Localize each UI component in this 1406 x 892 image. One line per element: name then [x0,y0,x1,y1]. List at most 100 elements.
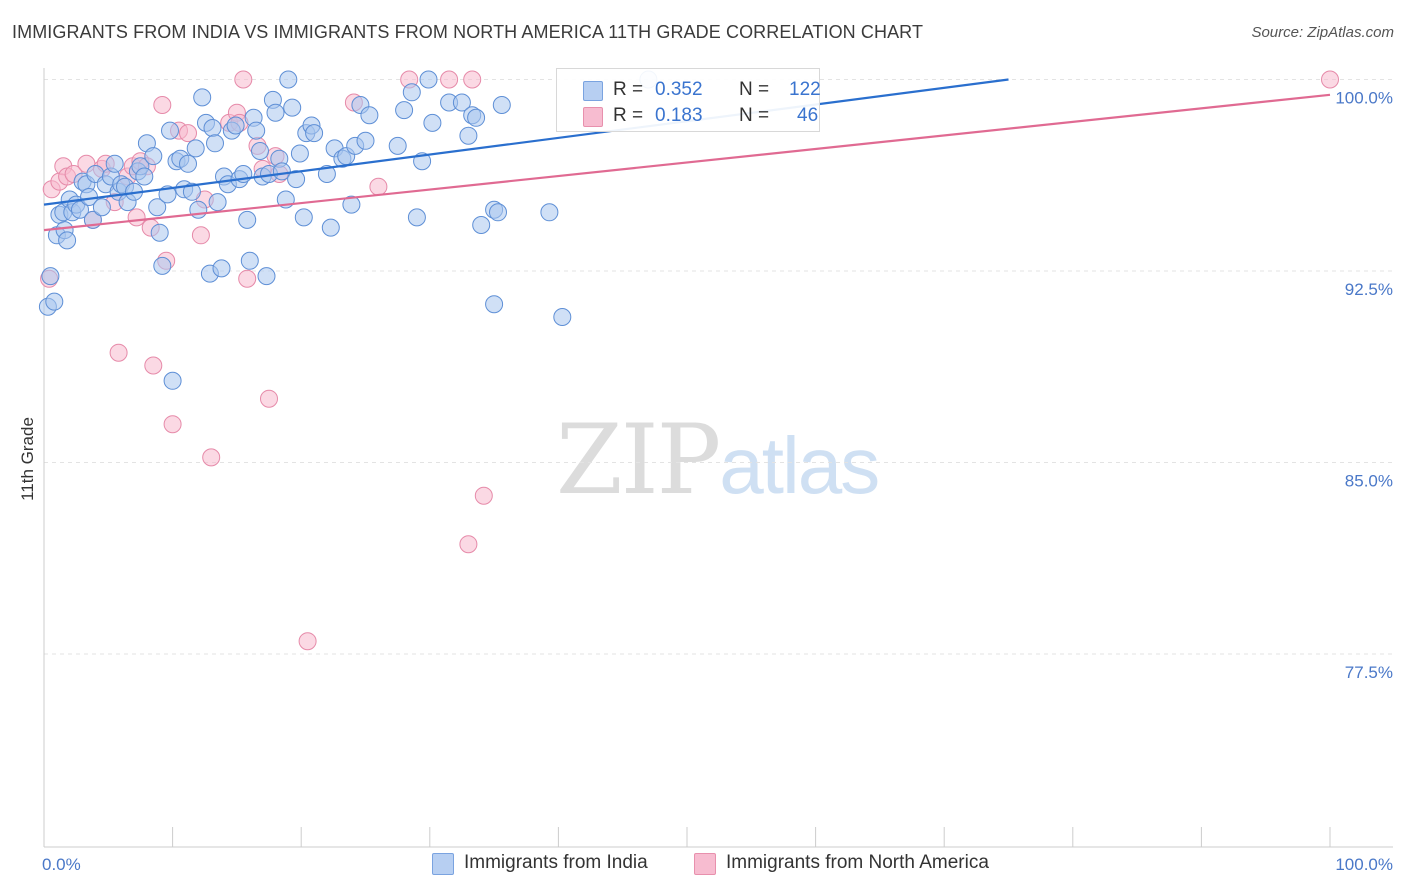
stats-n-label: N = [739,105,770,126]
data-point-india [452,93,471,112]
x-tick-label-max: 100.0% [1335,855,1393,874]
data-point-india [238,210,257,229]
data-point-india [161,121,179,140]
legend-swatch-india [432,853,454,875]
data-point-india [553,308,572,326]
data-point-india [272,162,291,181]
stats-r-value-india: 0.352 [655,79,703,100]
data-point-india [459,126,478,145]
chart-title: IMMIGRANTS FROM INDIA VS IMMIGRANTS FROM… [12,22,924,42]
data-point-india [356,131,375,150]
data-point-india [402,83,421,102]
data-point-india [203,119,222,137]
stats-r-label: R = [613,105,644,126]
data-point-north-america [179,124,197,143]
data-point-north-america [298,632,317,651]
trend-line-north-america [43,93,1331,232]
data-point-india [321,218,340,237]
data-point-india [150,223,169,242]
data-point-north-america [163,415,182,434]
data-point-north-america [369,177,388,196]
data-point-india [419,70,438,89]
y-tick-label: 92.5% [1345,280,1393,299]
data-point-india [257,267,276,286]
data-point-india [182,182,201,201]
data-point-india [492,96,511,114]
data-point-north-america [234,70,253,89]
data-point-north-america [260,389,278,408]
data-point-india [290,144,309,163]
data-point-india [135,167,154,186]
stats-n-label: N = [739,79,770,100]
y-tick-label: 85.0% [1345,472,1393,491]
x-tick-label-min: 0.0% [42,855,81,874]
data-point-india [240,251,259,270]
data-point-india [294,208,313,227]
data-point-india [92,198,111,217]
data-point-india [388,136,407,155]
stats-legend: R = 0.352 N = 122 R = 0.183 N = 46 [556,68,821,132]
data-point-india [489,203,507,222]
data-point-india [163,371,182,390]
data-point-india [105,154,124,173]
data-point-north-america [463,70,482,89]
data-point-india [206,134,224,153]
data-point-india [305,124,324,143]
watermark-atlas: atlas [719,421,880,510]
legend-label-india: Immigrants from India [464,852,648,873]
data-point-india [208,193,227,212]
watermark-zip: ZIP [556,404,721,516]
data-point-north-america [202,448,221,467]
trend-line-india [43,78,1009,206]
stats-r-value-north-america: 0.183 [655,105,703,126]
data-point-north-america [1321,70,1339,89]
data-point-india [251,142,269,160]
watermark: ZIPatlas [556,404,880,516]
data-point-india [148,198,167,217]
data-point-india [423,113,442,132]
data-point-north-america [238,269,257,288]
series-india-points [38,70,658,390]
data-point-india [144,147,163,166]
data-point-india [395,101,414,120]
data-point-india [287,170,306,189]
series-legend: Immigrants from India Immigrants from No… [0,850,1406,880]
stats-n-value-india: 122 [789,79,821,100]
data-point-india [193,88,212,107]
data-point-north-america [144,356,163,375]
data-point-india [279,70,298,89]
data-point-india [189,200,208,219]
data-point-india [226,116,245,135]
data-point-india [540,203,559,222]
data-point-north-america [127,208,146,227]
data-point-india [283,98,302,117]
data-point-india [179,154,197,173]
axes [43,68,1393,848]
data-point-india [407,208,426,227]
stats-r-label: R = [613,79,644,100]
data-point-india [360,106,379,125]
legend-label-north-america: Immigrants from North America [726,852,989,873]
data-point-north-america [459,535,478,554]
y-tick-label: 77.5% [1345,663,1393,682]
data-point-india [45,292,64,311]
data-point-india [472,216,491,234]
series-north-america-points [40,70,1339,651]
data-point-north-america [153,96,172,114]
data-point-north-america [474,486,493,505]
data-point-north-america [109,343,128,362]
y-tick-label: 100.0% [1335,89,1393,108]
tick-labels: 100.0% 92.5% 85.0% 77.5% 0.0% 100.0% [42,89,1393,875]
trend-lines [43,78,1331,232]
data-point-india [247,121,266,140]
data-point-india [342,195,361,214]
data-point-north-america [440,70,459,89]
stats-swatch-india [583,81,603,101]
data-point-india [41,267,60,286]
data-point-india [212,259,231,278]
data-point-india [266,103,285,122]
data-point-india [71,200,89,219]
stats-n-value-north-america: 46 [797,105,819,126]
data-point-india [317,165,336,183]
